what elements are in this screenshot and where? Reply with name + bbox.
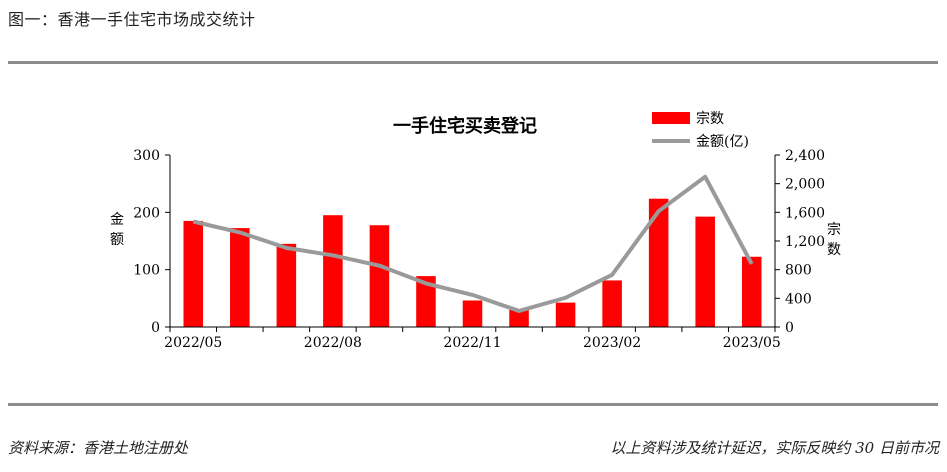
- bar: [183, 220, 204, 327]
- right-tick-label: 2,400: [785, 148, 825, 164]
- right-tick-label: 0: [785, 320, 794, 336]
- plot-area: 0 100 200 300 0 400 800 1,200 1,600 2,000 2,400 202…: [133, 148, 825, 351]
- bar: [462, 300, 483, 327]
- series-line: [192, 174, 754, 313]
- left-tick-label: 200: [133, 205, 160, 221]
- bar: [648, 198, 669, 327]
- left-tick-label: 300: [133, 148, 160, 164]
- bar: [369, 225, 390, 327]
- bar: [741, 256, 762, 327]
- top-divider: [8, 61, 938, 64]
- right-axis-title: 宗数: [827, 222, 841, 258]
- bottom-divider: [8, 403, 938, 406]
- bar: [416, 276, 436, 327]
- legend-line-label: 金额(亿): [696, 134, 749, 150]
- bar: [323, 215, 343, 327]
- bar: [230, 228, 250, 327]
- left-axis-title: 金额: [110, 212, 124, 248]
- bar: [602, 280, 622, 327]
- right-tick-label: 1,200: [785, 234, 825, 250]
- legend-bar-swatch: [652, 112, 690, 124]
- source-note: 资料来源：香港土地注册处: [8, 439, 189, 457]
- x-tick-label: 2022/08: [304, 335, 362, 351]
- x-tick-label: 2023/05: [723, 335, 781, 351]
- delay-note: 以上资料涉及统计延迟，实际反映约 30 日前市况: [610, 439, 939, 457]
- right-tick-label: 1,600: [785, 205, 825, 221]
- right-tick-label: 2,000: [785, 177, 825, 193]
- right-tick-label: 400: [785, 291, 812, 307]
- legend-bar-label: 宗数: [696, 111, 724, 127]
- bar: [695, 216, 715, 327]
- x-tick-label: 2023/02: [583, 335, 641, 351]
- x-tick-label: 2022/11: [443, 335, 501, 351]
- bar: [555, 302, 576, 327]
- figure-title: 图一：香港一手住宅市场成交统计: [8, 10, 256, 29]
- bar: [509, 309, 529, 327]
- left-tick-label: 100: [133, 263, 160, 279]
- bar: [276, 243, 297, 327]
- left-tick-label: 0: [151, 320, 160, 336]
- chart-title: 一手住宅买卖登记: [393, 115, 537, 137]
- x-tick-label: 2022/05: [164, 335, 222, 351]
- right-tick-label: 800: [785, 263, 812, 279]
